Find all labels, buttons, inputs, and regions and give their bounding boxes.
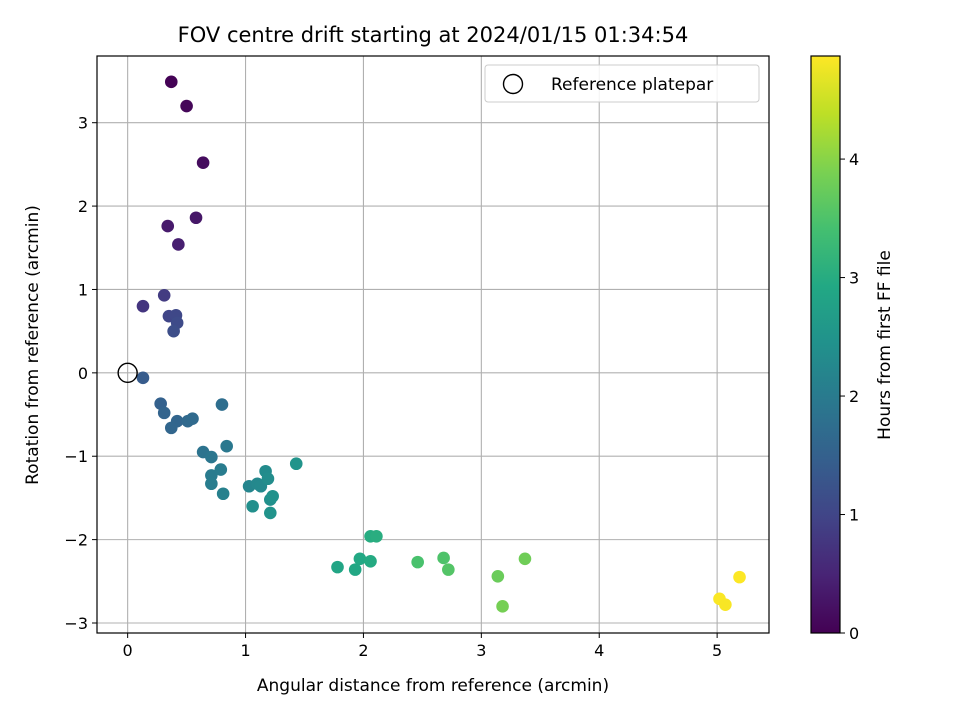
- data-point: [220, 439, 233, 453]
- data-point: [215, 398, 229, 411]
- reference-marker: [117, 362, 138, 384]
- x-axis-ticks: 0 1 2 3 4 5: [123, 633, 722, 660]
- data-point: [348, 563, 362, 576]
- legend-box: [484, 64, 760, 103]
- legend-hollow-circle-icon: [502, 73, 524, 95]
- colorbar: 0 1 2 3 4 Hours from first FF file: [810, 55, 895, 643]
- y-axis-ticks: −3 −2 −1 0 1 2 3: [64, 114, 97, 633]
- y-tick-label: 0: [78, 364, 88, 383]
- colorbar-tick-label: 2: [849, 387, 859, 406]
- data-point: [157, 406, 171, 420]
- data-point: [136, 371, 150, 385]
- colorbar-gradient: [810, 55, 841, 634]
- colorbar-ticks: 0 1 2 3 4: [840, 150, 859, 643]
- data-point: [264, 506, 277, 520]
- y-tick-label: 1: [78, 280, 88, 299]
- data-point: [491, 570, 505, 583]
- data-point: [136, 299, 150, 313]
- colorbar-tick-label: 1: [849, 506, 859, 525]
- data-point: [164, 75, 178, 89]
- reference-point: [117, 362, 138, 384]
- data-point: [172, 238, 185, 251]
- data-point: [266, 489, 279, 503]
- data-point: [353, 552, 367, 566]
- data-point: [216, 487, 230, 501]
- legend: Reference platepar: [484, 64, 760, 103]
- data-point: [331, 560, 344, 574]
- data-point: [289, 457, 303, 471]
- plot-frame: [96, 55, 770, 634]
- x-tick-label: 2: [358, 641, 368, 660]
- colorbar-tick-label: 0: [849, 624, 859, 643]
- data-point: [161, 219, 175, 233]
- data-point: [214, 463, 228, 476]
- data-point: [167, 324, 180, 338]
- y-tick-label: 3: [78, 114, 88, 133]
- data-point: [186, 412, 199, 426]
- colorbar-label: Hours from first FF file: [875, 250, 895, 440]
- legend-label: Reference platepar: [551, 75, 713, 95]
- data-point: [364, 554, 377, 568]
- data-point: [496, 600, 509, 613]
- chart-title: FOV centre drift starting at 2024/01/15 …: [178, 23, 689, 47]
- data-points: [136, 75, 746, 613]
- data-point: [719, 598, 732, 611]
- data-point: [205, 450, 218, 464]
- x-tick-label: 3: [476, 641, 486, 660]
- x-tick-label: 4: [594, 641, 604, 660]
- x-axis-label: Angular distance from reference (arcmin): [257, 676, 609, 696]
- data-point: [246, 499, 259, 513]
- x-tick-label: 0: [123, 641, 133, 660]
- colorbar-tick-label: 3: [849, 269, 859, 288]
- data-point: [733, 570, 746, 584]
- y-tick-label: 2: [78, 197, 88, 216]
- data-point: [180, 99, 193, 113]
- data-point: [370, 529, 383, 543]
- data-point: [164, 421, 178, 435]
- data-point: [437, 551, 450, 565]
- x-tick-label: 5: [712, 641, 722, 660]
- y-tick-label: −1: [64, 447, 88, 466]
- y-tick-label: −2: [64, 531, 88, 550]
- data-point: [157, 289, 171, 302]
- x-tick-label: 1: [240, 641, 250, 660]
- data-point: [261, 472, 275, 486]
- data-point: [518, 552, 532, 566]
- grid-lines: [97, 56, 769, 633]
- data-point: [205, 477, 218, 491]
- y-tick-label: −3: [64, 614, 88, 633]
- data-point: [411, 555, 424, 569]
- data-point: [442, 563, 455, 576]
- plot-area: 0 1 2 3 4 5 −3 −2 −1 0 1 2 3 Reference platepar: [64, 55, 770, 660]
- y-axis-label: Rotation from reference (arcmin): [23, 205, 43, 485]
- colorbar-tick-label: 4: [849, 150, 859, 169]
- data-point: [189, 211, 203, 225]
- data-point: [196, 156, 210, 170]
